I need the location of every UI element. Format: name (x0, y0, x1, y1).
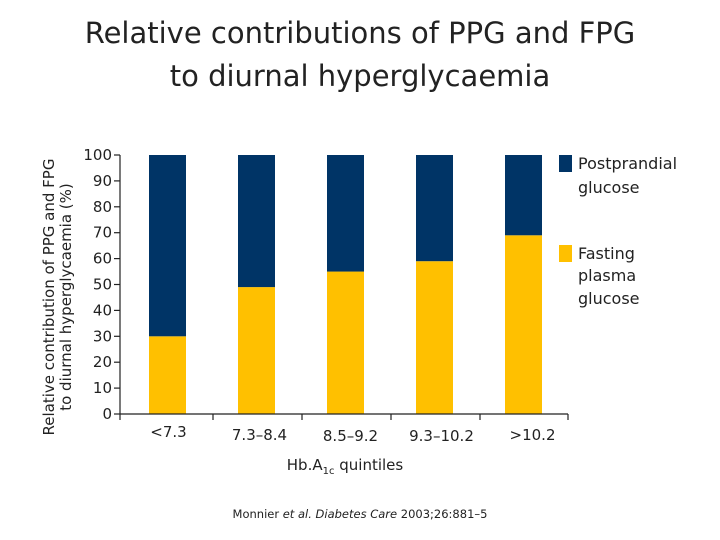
x-tick-label-3: 8.5–9.2 (323, 427, 378, 445)
bar-fpg-3 (327, 271, 364, 414)
chart-title-line1: Relative contributions of PPG and FPG (84, 16, 636, 50)
x-tick-label-1: <7.3 (150, 423, 186, 441)
y-tick-label: 50 (93, 276, 112, 294)
legend-fpg-swatch (559, 245, 572, 262)
y-axis: 0 10 20 30 40 50 60 70 80 90 100 (83, 146, 121, 423)
y-tick-label: 30 (93, 327, 112, 345)
legend-fpg-label-line1: Fasting (578, 244, 635, 263)
citation-reference: 2003;26:881–5 (397, 507, 488, 521)
y-tick-label: 0 (102, 405, 112, 423)
bar-ppg-2 (238, 155, 275, 288)
bar-fpg-1 (149, 336, 186, 414)
y-tick-label: 100 (83, 146, 112, 164)
x-axis-label-prefix: Hb.A (286, 456, 323, 474)
y-tick-label: 20 (93, 353, 112, 371)
y-tick-label: 60 (93, 250, 112, 268)
y-tick-label: 80 (93, 198, 112, 216)
bar-fpg-5 (505, 235, 542, 414)
x-tick-label-2: 7.3–8.4 (232, 426, 287, 444)
citation-journal: et al. Diabetes Care (282, 507, 398, 521)
legend-fpg-label-line3: glucose (578, 289, 640, 308)
chart-title: Relative contributions of PPG and FPG to… (40, 12, 680, 98)
x-tick-label-5: >10.2 (510, 426, 556, 444)
bars-group (149, 155, 542, 414)
bar-ppg-4 (416, 155, 453, 262)
chart-title-line2: to diurnal hyperglycaemia (169, 59, 551, 93)
citation: Monnier et al. Diabetes Care 2003;26:881… (180, 507, 540, 521)
x-axis: <7.3 7.3–8.4 8.5–9.2 9.3–10.2 >10.2 (119, 413, 569, 445)
bar-fpg-2 (238, 287, 275, 414)
bar-ppg-3 (327, 155, 364, 272)
x-axis-label-subscript: 1c (322, 466, 335, 477)
legend: Postprandial glucose Fasting plasma gluc… (559, 154, 677, 308)
y-tick-label: 90 (93, 172, 112, 190)
legend-ppg-swatch (559, 155, 572, 172)
legend-fpg-label-line2: plasma (578, 266, 636, 285)
legend-ppg-label-line1: Postprandial (578, 154, 677, 173)
legend-ppg-label-line2: glucose (578, 178, 640, 197)
y-tick-label: 70 (93, 224, 112, 242)
bar-ppg-1 (149, 155, 186, 337)
x-axis-label-suffix: quintiles (334, 456, 404, 474)
citation-author: Monnier (232, 507, 283, 521)
x-axis-label: Hb.A1c quintiles (200, 456, 490, 477)
bar-fpg-4 (416, 261, 453, 414)
y-tick-label: 40 (93, 301, 112, 319)
bar-ppg-5 (505, 155, 542, 236)
y-tick-label: 10 (93, 379, 112, 397)
x-tick-label-4: 9.3–10.2 (409, 427, 474, 445)
